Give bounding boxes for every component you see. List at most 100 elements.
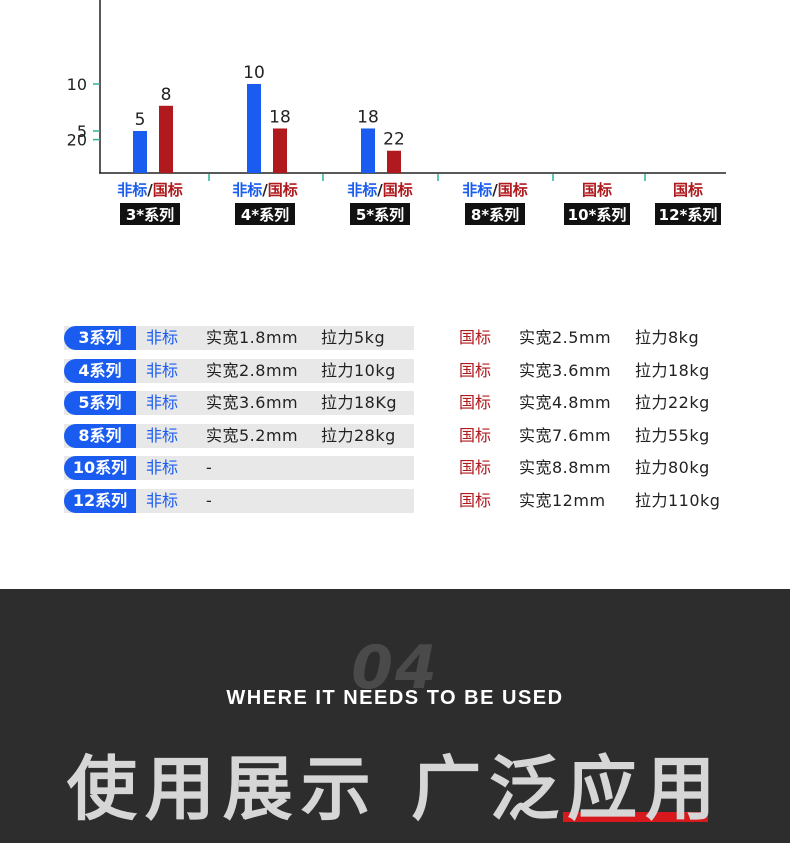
national-standard-label: 国标 bbox=[459, 458, 492, 478]
national-standard-label: 国标 bbox=[459, 360, 492, 380]
bar-value-label: 5 bbox=[135, 110, 146, 130]
non-standard-label: 非标 bbox=[146, 458, 179, 478]
category-badge bbox=[350, 203, 410, 225]
legend-part: 非标 bbox=[347, 181, 377, 199]
spec-row-5: 5系列 非标 实宽3.6mm 拉力18Kg 国标 实宽4.8mm 拉力22kg bbox=[64, 391, 734, 416]
y-tick-label: 5 bbox=[77, 122, 87, 141]
national-standard-width: 实宽7.6mm bbox=[519, 425, 612, 445]
non-standard-force: 拉力28kg bbox=[321, 425, 396, 445]
bar-value-label: 8 bbox=[161, 85, 172, 105]
non-standard-width: - bbox=[206, 458, 213, 478]
category-badge bbox=[564, 203, 630, 225]
bar-value-label: 22 bbox=[383, 130, 405, 150]
bar-value-label: 10 bbox=[243, 63, 265, 83]
non-standard-width: 实宽1.8mm bbox=[206, 328, 299, 347]
category-label: 10*系列 bbox=[568, 206, 627, 224]
legend-part: / bbox=[147, 181, 153, 199]
spec-row-10: 10系列 非标 - 国标 实宽8.8mm 拉力80kg bbox=[64, 456, 734, 481]
national-standard-label: 国标 bbox=[459, 425, 492, 445]
legend-part: 非标 bbox=[117, 181, 147, 199]
non-standard-label: 非标 bbox=[146, 490, 179, 510]
national-standard-force: 拉力22kg bbox=[635, 393, 710, 413]
national-standard-label: 国标 bbox=[459, 393, 492, 413]
national-standard-width: 实宽2.5mm bbox=[519, 328, 612, 347]
legend-part: 非标 bbox=[232, 181, 262, 199]
series-pill: 4系列 bbox=[64, 358, 136, 383]
y-tick-label: 20 bbox=[67, 131, 87, 150]
usage-section: 04 WHERE IT NEEDS TO BE USED 使用展示 广泛应用 bbox=[0, 589, 790, 843]
spec-table: 3系列 非标 实宽1.8mm 拉力5kg 国标 实宽2.5mm 拉力8kg 4系… bbox=[64, 326, 734, 522]
legend-part: 国标 bbox=[582, 181, 612, 199]
legend-part: 国标 bbox=[498, 181, 528, 199]
bar-value-label: 18 bbox=[269, 107, 291, 127]
legend-part: / bbox=[377, 181, 383, 199]
non-standard-width: 实宽2.8mm bbox=[206, 360, 299, 380]
legend-part: 国标 bbox=[673, 181, 703, 199]
legend-part: 国标 bbox=[153, 181, 183, 199]
national-standard-width: 实宽4.8mm bbox=[519, 393, 612, 413]
bar-nonstandard bbox=[133, 131, 147, 173]
legend-part: 国标 bbox=[268, 181, 298, 199]
category-badge bbox=[655, 203, 721, 225]
non-standard-label: 非标 bbox=[146, 393, 179, 413]
series-pill: 12系列 bbox=[64, 488, 136, 513]
spec-row-4: 4系列 非标 实宽2.8mm 拉力10kg 国标 实宽3.6mm 拉力18kg bbox=[64, 358, 734, 383]
spec-row-8: 8系列 非标 实宽5.2mm 拉力28kg 国标 实宽7.6mm 拉力55kg bbox=[64, 423, 734, 448]
bar-legend-label: 非标/国标 bbox=[347, 181, 413, 199]
national-standard-force: 拉力18kg bbox=[635, 360, 710, 380]
bar-national bbox=[387, 150, 401, 173]
series-pill: 10系列 bbox=[64, 456, 136, 481]
category-label: 12*系列 bbox=[659, 206, 718, 224]
legend-part: / bbox=[492, 181, 498, 199]
bar-value-label: 18 bbox=[357, 107, 379, 127]
title-accent-bar bbox=[563, 812, 708, 822]
national-standard-label: 国标 bbox=[459, 490, 492, 510]
spec-row-3: 3系列 非标 实宽1.8mm 拉力5kg 国标 实宽2.5mm 拉力8kg bbox=[64, 326, 734, 350]
series-pill: 5系列 bbox=[64, 391, 136, 416]
spec-row-12: 12系列 非标 - 国标 实宽12mm 拉力110kg bbox=[64, 488, 734, 513]
section-number: 04 bbox=[351, 633, 439, 703]
section-subtitle: WHERE IT NEEDS TO BE USED bbox=[226, 687, 564, 709]
national-standard-force: 拉力8kg bbox=[635, 328, 700, 347]
bar-legend-label: 国标 bbox=[582, 181, 612, 199]
non-standard-width: - bbox=[206, 490, 213, 510]
national-standard-width: 实宽3.6mm bbox=[519, 360, 612, 380]
category-badge bbox=[120, 203, 180, 225]
national-standard-force: 拉力55kg bbox=[635, 425, 710, 445]
category-label: 4*系列 bbox=[241, 206, 289, 224]
category-label: 5*系列 bbox=[356, 206, 404, 224]
non-standard-force: 拉力10kg bbox=[321, 360, 396, 380]
non-standard-width: 实宽3.6mm bbox=[206, 393, 299, 413]
non-standard-label: 非标 bbox=[146, 425, 179, 445]
bar-national bbox=[273, 128, 287, 173]
non-standard-force: 拉力5kg bbox=[321, 328, 386, 347]
category-badge bbox=[465, 203, 525, 225]
bar-nonstandard bbox=[361, 128, 375, 173]
national-standard-width: 实宽12mm bbox=[519, 490, 606, 510]
y-tick-label: 10 bbox=[67, 75, 87, 94]
national-standard-label: 国标 bbox=[459, 328, 492, 347]
non-standard-force: 拉力18Kg bbox=[321, 393, 398, 413]
bar-legend-label: 国标 bbox=[673, 181, 703, 199]
section-title: 使用展示 广泛应用 bbox=[66, 748, 724, 830]
bar-nonstandard bbox=[247, 84, 261, 173]
bar-legend-label: 非标/国标 bbox=[462, 181, 528, 199]
national-standard-width: 实宽8.8mm bbox=[519, 458, 612, 478]
category-label: 3*系列 bbox=[126, 206, 174, 224]
series-pill: 3系列 bbox=[64, 326, 136, 350]
legend-part: 国标 bbox=[383, 181, 413, 199]
non-standard-label: 非标 bbox=[146, 360, 179, 380]
legend-part: 非标 bbox=[462, 181, 492, 199]
legend-part: / bbox=[262, 181, 268, 199]
bar-national bbox=[159, 105, 173, 173]
national-standard-force: 拉力80kg bbox=[635, 458, 710, 478]
series-pill: 8系列 bbox=[64, 423, 136, 448]
national-standard-force: 拉力110kg bbox=[635, 490, 721, 510]
category-badge bbox=[235, 203, 295, 225]
bar-legend-label: 非标/国标 bbox=[117, 181, 183, 199]
bar-legend-label: 非标/国标 bbox=[232, 181, 298, 199]
non-standard-label: 非标 bbox=[146, 328, 179, 347]
category-label: 8*系列 bbox=[471, 206, 519, 224]
non-standard-width: 实宽5.2mm bbox=[206, 425, 299, 445]
tension-bar-chart: 5102058非标/国标3*系列1018非标/国标4*系列1822非标/国标5*… bbox=[67, 0, 726, 225]
